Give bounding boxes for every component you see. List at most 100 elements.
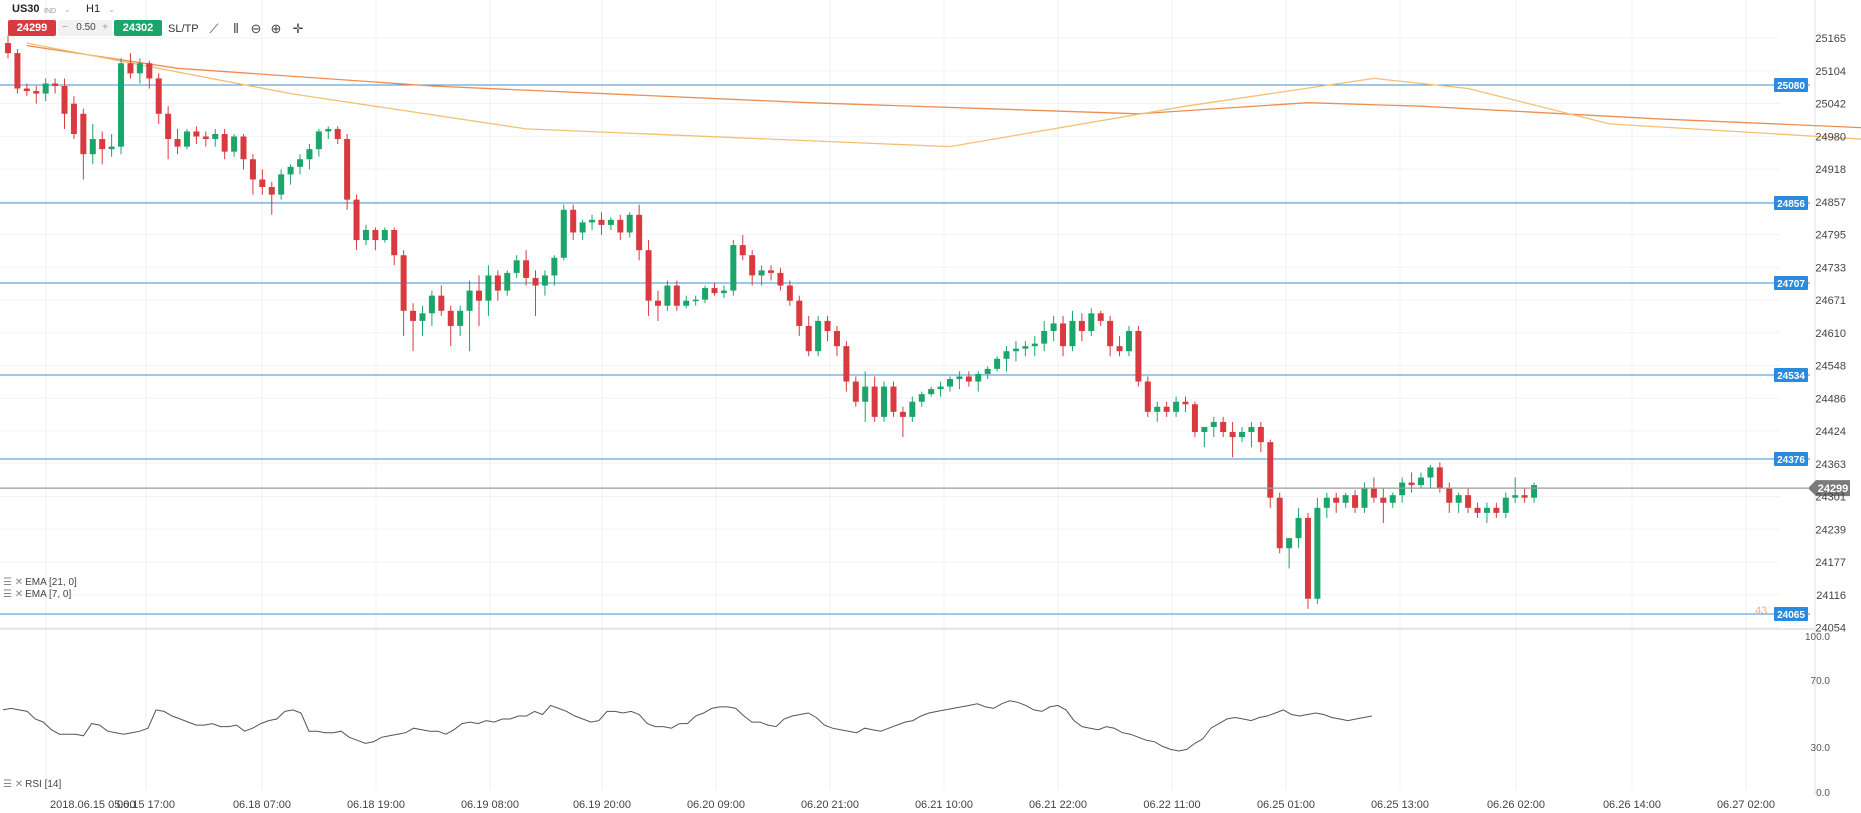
timeframe-dropdown-icon[interactable]: ⌄ [108,5,115,14]
time-tick-label: 06.25 13:00 [1371,799,1429,811]
candle-body [937,386,944,390]
candle-body [61,85,68,114]
candle-body [287,166,294,175]
crosshair-icon[interactable]: ✛ [292,21,304,36]
candle-body [268,187,275,195]
candle-body [664,285,671,306]
candle-body [33,91,40,94]
candle-body [1427,467,1434,478]
symbol-tag: IND [44,8,57,15]
candle-body [918,394,925,402]
candle-body [466,290,473,311]
candle-body [381,229,388,241]
line-chart-icon[interactable]: ⟋ [209,21,219,36]
candle-body [824,320,831,331]
timeframe-label[interactable]: H1 [86,3,101,15]
candles-icon[interactable]: ⫴ [233,21,239,36]
price-tick-label: 24795 [1815,230,1846,242]
candle-body [1229,432,1236,438]
candle-body [1493,507,1500,513]
candle-body [598,219,605,225]
rsi-tick-label: 100.0 [1805,632,1830,643]
candle-body [956,376,963,379]
increase-lot-button[interactable]: + [102,22,108,33]
candle-body [146,63,153,79]
candle-body [645,250,652,301]
price-tick-label: 24610 [1815,328,1846,340]
candle-body [1323,497,1330,508]
price-tick-label: 24857 [1815,197,1846,209]
horizontal-levels[interactable]: 25080 24856 24707 24534 24376 24065 43 [0,78,1810,621]
level-tag-label: 25080 [1777,81,1805,92]
candle-body [1012,348,1019,352]
candle-body [52,83,59,86]
candle-body [1041,331,1048,344]
time-tick-label: 06.15 17:00 [117,799,175,811]
level-tag-label: 24707 [1777,279,1805,290]
candle-body [1370,487,1377,498]
candle-body [136,63,143,74]
time-tick-label: 06.27 02:00 [1717,799,1775,811]
level-tag-label: 24534 [1777,371,1805,382]
level-tag-label: 24376 [1777,455,1805,466]
candle-body [532,277,539,286]
candle-body [1295,517,1302,539]
lot-size-field[interactable]: − 0.50 + [58,20,112,36]
level-tag [1774,78,1808,92]
price-tick-label: 25104 [1815,66,1846,78]
rsi-panel [2,700,1373,752]
candle-body [579,222,586,233]
time-tick-label: 06.26 14:00 [1603,799,1661,811]
candle-body [1069,320,1076,347]
candle-body [1399,482,1406,496]
time-tick-label: 06.18 07:00 [233,799,291,811]
candle-body [1248,426,1255,433]
candle-body [786,285,793,301]
zoom-in-icon[interactable]: ⊕ [270,21,282,36]
chart-grid [0,0,1816,795]
candle-body [890,386,897,412]
candle-body [965,376,972,382]
buy-button[interactable]: 24302 [114,20,162,36]
current-price-tag [1808,480,1850,497]
lot-size-value[interactable]: 0.50 [76,22,96,33]
candle-body [1144,381,1151,412]
candle-body [1436,467,1443,488]
zoom-out-icon[interactable]: ⊖ [250,21,262,36]
decrease-lot-button[interactable]: − [62,22,68,33]
sell-button[interactable]: 24299 [8,20,56,36]
candle-body [862,386,869,402]
price-tick-label: 24363 [1815,459,1846,471]
candle-body [1154,406,1161,412]
indicator-rsi-label[interactable]: ☰ ✕ RSI [14] [3,779,62,790]
indicator-ema7-label[interactable]: ☰ ✕ EMA [7, 0] [3,589,72,600]
candle-body [589,219,596,223]
candle-body [5,43,11,54]
candle-body [297,159,304,167]
candle-body [720,290,727,294]
candle-body [1512,495,1519,498]
candle-body [975,373,982,382]
candle-body [1182,401,1189,405]
sltp-button[interactable]: SL/TP [168,23,199,35]
candle-body [118,63,125,147]
rsi-tick-label: 70.0 [1811,676,1831,687]
candle-body [212,133,219,140]
candle-body [70,103,77,134]
candle-body [1418,477,1424,486]
candle-body [108,146,115,150]
indicator-ema21-label[interactable]: ☰ ✕ EMA [21, 0] [3,577,77,588]
time-tick-label: 06.19 20:00 [573,799,631,811]
candle-body [1286,538,1293,549]
time-tick-label: 06.20 09:00 [687,799,745,811]
symbol-dropdown-icon[interactable]: ⌄ [64,5,71,14]
symbol-label[interactable]: US30 [12,3,40,15]
candle-body [249,159,256,180]
candle-body [353,199,360,241]
candle-body [947,378,953,387]
candle-body [99,139,106,150]
candle-body [315,131,322,150]
candle-body [692,299,699,302]
candle-body [1342,495,1349,503]
